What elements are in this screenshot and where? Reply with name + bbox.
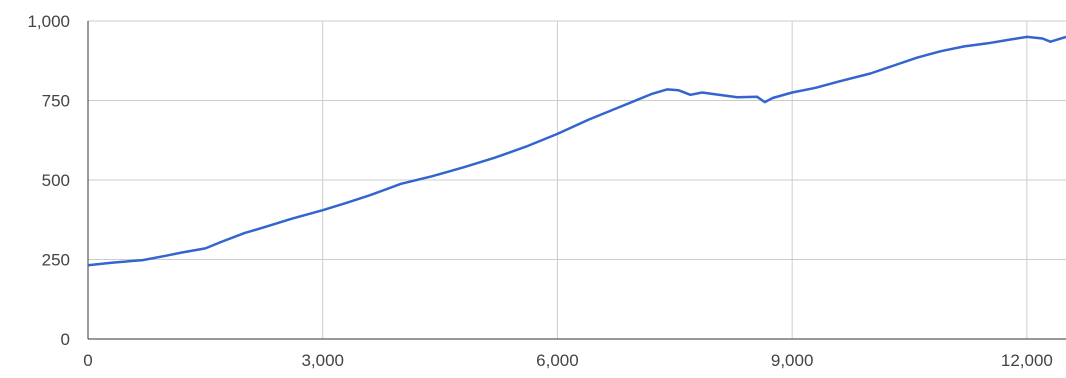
x-tick-label: 9,000	[771, 351, 814, 370]
y-tick-label: 500	[42, 171, 70, 190]
x-tick-label: 6,000	[536, 351, 579, 370]
y-tick-label: 0	[61, 330, 70, 349]
series-line	[87, 35, 1066, 267]
x-tick-label: 3,000	[301, 351, 344, 370]
grid-lines	[88, 20, 1066, 339]
x-tick-label: 12,000	[1001, 351, 1053, 370]
x-axis-ticks: 0 3,000 6,000 9,000 12,000	[83, 351, 1053, 370]
y-tick-label: 1,000	[27, 12, 70, 31]
axes	[87, 21, 1066, 340]
series-layer	[87, 35, 1066, 267]
y-axis-ticks: 0 250 500 750 1,000	[27, 12, 70, 349]
y-tick-label: 750	[42, 92, 70, 111]
x-tick-label: 0	[83, 351, 92, 370]
y-tick-label: 250	[42, 251, 70, 270]
